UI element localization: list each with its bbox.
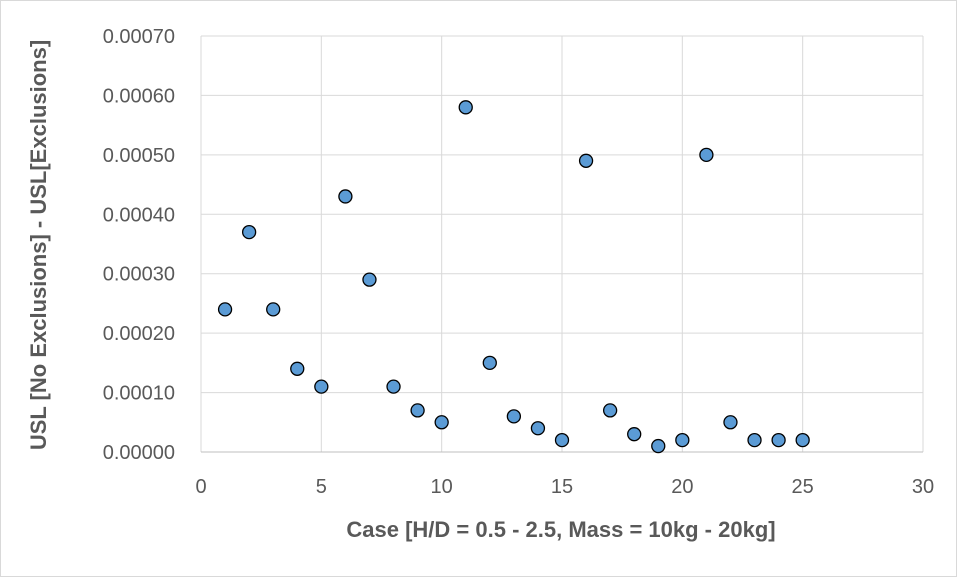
data-point (314, 379, 329, 394)
data-point (506, 409, 522, 424)
y-tick-label: 0.00070 (103, 26, 175, 48)
y-tick-label: 0.00010 (103, 383, 175, 405)
data-point (723, 415, 738, 430)
data-point (747, 432, 762, 448)
data-point (627, 427, 642, 442)
data-point (675, 432, 690, 448)
y-tick-label: 0.00020 (103, 323, 175, 345)
data-point (338, 189, 353, 204)
data-points (217, 100, 810, 454)
data-point (386, 379, 401, 394)
data-point (699, 147, 714, 163)
y-axis-title: USL [No Exclusions] - USL[Exclusions] (26, 40, 51, 450)
x-tick-label: 5 (316, 476, 327, 498)
data-point (578, 153, 594, 168)
data-point (554, 432, 570, 448)
data-point (217, 302, 233, 317)
y-tick-label: 0.00040 (103, 204, 175, 226)
data-point (651, 438, 666, 454)
x-tick-label: 20 (671, 476, 693, 498)
x-axis-title: Case [H/D = 0.5 - 2.5, Mass = 10kg - 20k… (346, 517, 775, 542)
data-point (362, 272, 377, 287)
data-point (410, 403, 425, 418)
data-point (771, 432, 786, 448)
y-tick-label: 0.00000 (103, 442, 175, 464)
x-tick-label: 15 (551, 476, 573, 498)
x-tick-label: 30 (912, 476, 934, 498)
y-tick-labels: 0.00000 0.00010 0.00020 0.00030 0.00040 0.000… (103, 26, 175, 464)
x-tick-label: 10 (431, 476, 453, 498)
y-tick-label: 0.00050 (103, 145, 175, 167)
grid-lines (200, 35, 924, 452)
data-point (530, 421, 546, 436)
data-point (602, 403, 618, 418)
y-tick-label: 0.00030 (103, 264, 175, 286)
data-point (482, 355, 497, 371)
data-point (266, 302, 281, 317)
data-point (795, 432, 810, 448)
x-tick-label: 25 (792, 476, 814, 498)
data-point (290, 361, 305, 376)
data-point (434, 415, 449, 430)
x-tick-label: 0 (195, 476, 206, 498)
y-tick-label: 0.00060 (103, 85, 175, 107)
data-point (241, 224, 257, 240)
data-point (458, 100, 473, 115)
x-tick-labels: 0 5 10 15 20 25 30 (195, 476, 934, 498)
